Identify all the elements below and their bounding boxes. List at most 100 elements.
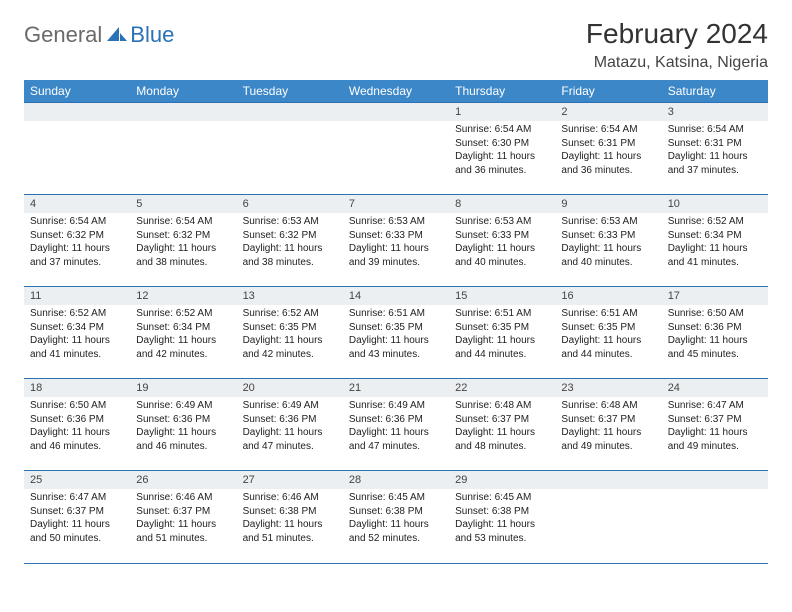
day-body: Sunrise: 6:46 AMSunset: 6:38 PMDaylight:… xyxy=(237,489,343,549)
daylight-line: Daylight: 11 hours and 36 minutes. xyxy=(561,150,655,177)
calendar-cell: 3Sunrise: 6:54 AMSunset: 6:31 PMDaylight… xyxy=(662,103,768,195)
calendar-cell: 7Sunrise: 6:53 AMSunset: 6:33 PMDaylight… xyxy=(343,195,449,287)
daylight-line: Daylight: 11 hours and 41 minutes. xyxy=(668,242,762,269)
day-body: Sunrise: 6:52 AMSunset: 6:34 PMDaylight:… xyxy=(130,305,236,365)
sunrise-line: Sunrise: 6:46 AM xyxy=(243,491,337,505)
sunset-line: Sunset: 6:33 PM xyxy=(455,229,549,243)
calendar-cell: 28Sunrise: 6:45 AMSunset: 6:38 PMDayligh… xyxy=(343,471,449,563)
day-body: Sunrise: 6:45 AMSunset: 6:38 PMDaylight:… xyxy=(449,489,555,549)
sunset-line: Sunset: 6:37 PM xyxy=(561,413,655,427)
calendar-cell xyxy=(662,471,768,563)
sunset-line: Sunset: 6:37 PM xyxy=(136,505,230,519)
sunset-line: Sunset: 6:32 PM xyxy=(136,229,230,243)
calendar-cell: 13Sunrise: 6:52 AMSunset: 6:35 PMDayligh… xyxy=(237,287,343,379)
day-number xyxy=(662,471,768,489)
day-body: Sunrise: 6:52 AMSunset: 6:34 PMDaylight:… xyxy=(662,213,768,273)
day-body: Sunrise: 6:49 AMSunset: 6:36 PMDaylight:… xyxy=(130,397,236,457)
sunset-line: Sunset: 6:37 PM xyxy=(30,505,124,519)
day-number: 7 xyxy=(343,195,449,213)
calendar-cell: 2Sunrise: 6:54 AMSunset: 6:31 PMDaylight… xyxy=(555,103,661,195)
day-number: 19 xyxy=(130,379,236,397)
weekday-header-row: Sunday Monday Tuesday Wednesday Thursday… xyxy=(24,80,768,103)
sunrise-line: Sunrise: 6:45 AM xyxy=(349,491,443,505)
calendar-cell xyxy=(24,103,130,195)
sunset-line: Sunset: 6:31 PM xyxy=(561,137,655,151)
day-number: 21 xyxy=(343,379,449,397)
day-body: Sunrise: 6:54 AMSunset: 6:32 PMDaylight:… xyxy=(130,213,236,273)
day-number: 6 xyxy=(237,195,343,213)
day-number: 23 xyxy=(555,379,661,397)
day-body: Sunrise: 6:54 AMSunset: 6:31 PMDaylight:… xyxy=(555,121,661,181)
sunset-line: Sunset: 6:36 PM xyxy=(349,413,443,427)
sunrise-line: Sunrise: 6:52 AM xyxy=(30,307,124,321)
day-number: 17 xyxy=(662,287,768,305)
sunset-line: Sunset: 6:33 PM xyxy=(561,229,655,243)
day-number: 29 xyxy=(449,471,555,489)
brand-text-general: General xyxy=(24,22,102,48)
calendar-cell: 8Sunrise: 6:53 AMSunset: 6:33 PMDaylight… xyxy=(449,195,555,287)
sunrise-line: Sunrise: 6:49 AM xyxy=(136,399,230,413)
sunrise-line: Sunrise: 6:54 AM xyxy=(30,215,124,229)
sunset-line: Sunset: 6:37 PM xyxy=(455,413,549,427)
calendar-cell: 25Sunrise: 6:47 AMSunset: 6:37 PMDayligh… xyxy=(24,471,130,563)
weekday-header: Friday xyxy=(555,80,661,103)
day-body: Sunrise: 6:51 AMSunset: 6:35 PMDaylight:… xyxy=(555,305,661,365)
sunset-line: Sunset: 6:32 PM xyxy=(243,229,337,243)
day-body: Sunrise: 6:52 AMSunset: 6:35 PMDaylight:… xyxy=(237,305,343,365)
sunrise-line: Sunrise: 6:53 AM xyxy=(561,215,655,229)
day-number: 28 xyxy=(343,471,449,489)
daylight-line: Daylight: 11 hours and 48 minutes. xyxy=(455,426,549,453)
brand-sail-icon xyxy=(106,24,128,47)
calendar-cell: 1Sunrise: 6:54 AMSunset: 6:30 PMDaylight… xyxy=(449,103,555,195)
sunrise-line: Sunrise: 6:46 AM xyxy=(136,491,230,505)
sunset-line: Sunset: 6:37 PM xyxy=(668,413,762,427)
sunset-line: Sunset: 6:38 PM xyxy=(243,505,337,519)
daylight-line: Daylight: 11 hours and 46 minutes. xyxy=(30,426,124,453)
day-body: Sunrise: 6:46 AMSunset: 6:37 PMDaylight:… xyxy=(130,489,236,549)
day-body: Sunrise: 6:45 AMSunset: 6:38 PMDaylight:… xyxy=(343,489,449,549)
day-number: 12 xyxy=(130,287,236,305)
calendar-cell: 29Sunrise: 6:45 AMSunset: 6:38 PMDayligh… xyxy=(449,471,555,563)
calendar-cell xyxy=(555,471,661,563)
sunset-line: Sunset: 6:36 PM xyxy=(243,413,337,427)
daylight-line: Daylight: 11 hours and 46 minutes. xyxy=(136,426,230,453)
sunset-line: Sunset: 6:33 PM xyxy=(349,229,443,243)
day-body: Sunrise: 6:54 AMSunset: 6:31 PMDaylight:… xyxy=(662,121,768,181)
day-body: Sunrise: 6:47 AMSunset: 6:37 PMDaylight:… xyxy=(24,489,130,549)
day-number: 27 xyxy=(237,471,343,489)
sunset-line: Sunset: 6:34 PM xyxy=(136,321,230,335)
day-number xyxy=(24,103,130,121)
calendar-cell: 17Sunrise: 6:50 AMSunset: 6:36 PMDayligh… xyxy=(662,287,768,379)
weekday-header: Saturday xyxy=(662,80,768,103)
weekday-header: Sunday xyxy=(24,80,130,103)
calendar-cell: 16Sunrise: 6:51 AMSunset: 6:35 PMDayligh… xyxy=(555,287,661,379)
sunset-line: Sunset: 6:35 PM xyxy=(455,321,549,335)
calendar-cell: 5Sunrise: 6:54 AMSunset: 6:32 PMDaylight… xyxy=(130,195,236,287)
calendar-cell xyxy=(130,103,236,195)
weekday-header: Wednesday xyxy=(343,80,449,103)
weekday-header: Monday xyxy=(130,80,236,103)
day-body: Sunrise: 6:49 AMSunset: 6:36 PMDaylight:… xyxy=(237,397,343,457)
day-number: 13 xyxy=(237,287,343,305)
day-body: Sunrise: 6:53 AMSunset: 6:32 PMDaylight:… xyxy=(237,213,343,273)
sunrise-line: Sunrise: 6:48 AM xyxy=(561,399,655,413)
day-number xyxy=(130,103,236,121)
day-number: 8 xyxy=(449,195,555,213)
calendar-cell: 6Sunrise: 6:53 AMSunset: 6:32 PMDaylight… xyxy=(237,195,343,287)
day-number: 3 xyxy=(662,103,768,121)
calendar-cell: 26Sunrise: 6:46 AMSunset: 6:37 PMDayligh… xyxy=(130,471,236,563)
day-body: Sunrise: 6:49 AMSunset: 6:36 PMDaylight:… xyxy=(343,397,449,457)
calendar-cell: 9Sunrise: 6:53 AMSunset: 6:33 PMDaylight… xyxy=(555,195,661,287)
sunset-line: Sunset: 6:30 PM xyxy=(455,137,549,151)
daylight-line: Daylight: 11 hours and 37 minutes. xyxy=(668,150,762,177)
calendar-page: General Blue February 2024 Matazu, Katsi… xyxy=(0,0,792,582)
sunrise-line: Sunrise: 6:49 AM xyxy=(243,399,337,413)
sunset-line: Sunset: 6:38 PM xyxy=(455,505,549,519)
day-number: 25 xyxy=(24,471,130,489)
day-number: 26 xyxy=(130,471,236,489)
sunset-line: Sunset: 6:34 PM xyxy=(668,229,762,243)
day-body: Sunrise: 6:54 AMSunset: 6:32 PMDaylight:… xyxy=(24,213,130,273)
sunrise-line: Sunrise: 6:48 AM xyxy=(455,399,549,413)
calendar-table: Sunday Monday Tuesday Wednesday Thursday… xyxy=(24,80,768,563)
calendar-cell: 21Sunrise: 6:49 AMSunset: 6:36 PMDayligh… xyxy=(343,379,449,471)
